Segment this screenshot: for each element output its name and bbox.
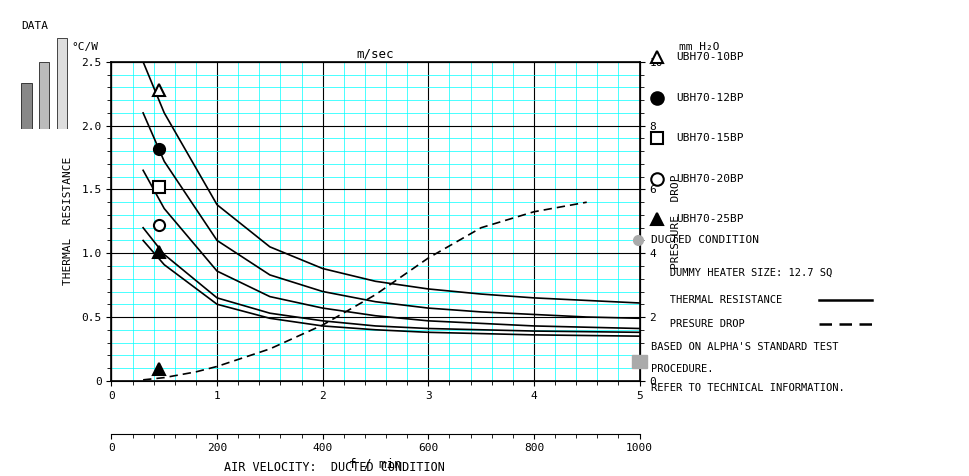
Text: °C/W: °C/W	[72, 42, 99, 52]
Text: UBH70-20BP: UBH70-20BP	[676, 173, 744, 184]
Bar	[39, 62, 49, 129]
Text: THERMAL RESISTANCE: THERMAL RESISTANCE	[651, 295, 782, 305]
Text: AIR VELOCITY:  DUCTED CONDITION: AIR VELOCITY: DUCTED CONDITION	[224, 461, 445, 474]
Text: DATA: DATA	[21, 21, 48, 31]
Bar	[56, 38, 67, 129]
Y-axis label: THERMAL  RESISTANCE: THERMAL RESISTANCE	[63, 157, 73, 286]
Text: REFER TO TECHNICAL INFORMATION.: REFER TO TECHNICAL INFORMATION.	[651, 383, 845, 393]
Text: PRESURE DROP: PRESURE DROP	[651, 318, 745, 329]
Bar	[21, 83, 32, 129]
Text: DUCTED CONDITION: DUCTED CONDITION	[651, 235, 759, 246]
Text: UBH70-12BP: UBH70-12BP	[676, 92, 744, 103]
Text: PROCEDURE.: PROCEDURE.	[651, 364, 713, 374]
Text: DUMMY HEATER SIZE: 12.7 SQ: DUMMY HEATER SIZE: 12.7 SQ	[651, 268, 832, 278]
Text: BASED ON ALPHA'S STANDARD TEST: BASED ON ALPHA'S STANDARD TEST	[651, 342, 838, 353]
X-axis label: m/sec: m/sec	[357, 48, 394, 61]
X-axis label: f / min: f / min	[349, 457, 402, 470]
Text: mm H₂O: mm H₂O	[679, 42, 720, 52]
Y-axis label: PRESSURE  DROP: PRESSURE DROP	[672, 174, 681, 268]
Text: UBH70-25BP: UBH70-25BP	[676, 214, 744, 224]
Text: UBH70-15BP: UBH70-15BP	[676, 133, 744, 143]
Text: UBH70-10BP: UBH70-10BP	[676, 52, 744, 62]
